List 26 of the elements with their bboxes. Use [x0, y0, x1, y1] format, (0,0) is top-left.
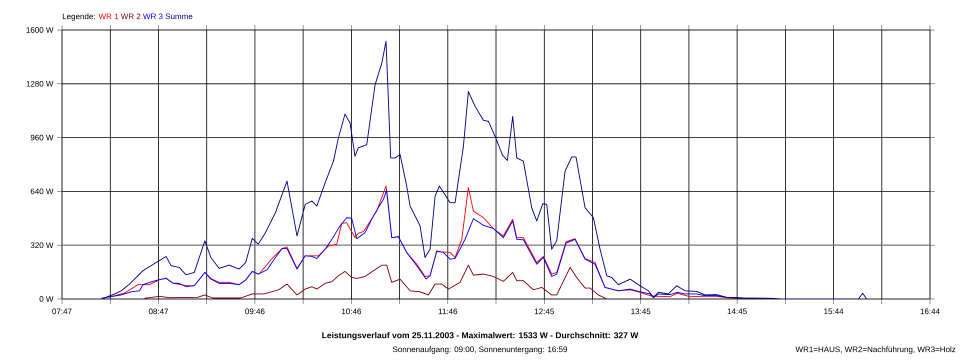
text: WR1=HAUS, WR2=Nachführung, WR3=Holz [796, 346, 956, 354]
x-tick-label: 07:47 [52, 308, 72, 314]
y-tick-label: 1280 W [26, 80, 54, 87]
y-tick-label: 1600 W [26, 27, 54, 33]
legend-title: Legende: [62, 13, 95, 21]
y-tick-label: 960 W [30, 134, 54, 140]
y-tick-label: 0 W [40, 296, 54, 302]
y-tick-label: 320 W [30, 242, 54, 248]
x-tick-label: 11:46 [438, 308, 458, 314]
x-tick-label: 16:44 [920, 308, 940, 314]
text: WR 2 [120, 13, 140, 20]
x-tick-label: 13:45 [631, 308, 650, 314]
y-tick-label: 640 W [30, 188, 54, 194]
x-tick-label: 08:47 [148, 308, 168, 314]
line-series [101, 40, 868, 299]
x-tick-label: 14:45 [728, 308, 747, 314]
line-series [144, 264, 608, 299]
x-tick-label: 15:44 [824, 308, 844, 314]
x-tick-label: 09:46 [245, 308, 265, 314]
text: Summe [166, 13, 192, 20]
text: WR 3 [143, 13, 163, 20]
x-tick-label: 10:46 [342, 308, 362, 314]
text: Leistungsverlauf vom 25.11.2003 - Maximalwert: 1533 W - Durchschnitt: 327 W [322, 332, 638, 340]
text: WR 1 [98, 14, 118, 20]
x-tick-label: 12:45 [534, 308, 554, 314]
text: Sonnenaufgang: 09:00, Sonnenuntergang: 16:59 [392, 346, 568, 354]
